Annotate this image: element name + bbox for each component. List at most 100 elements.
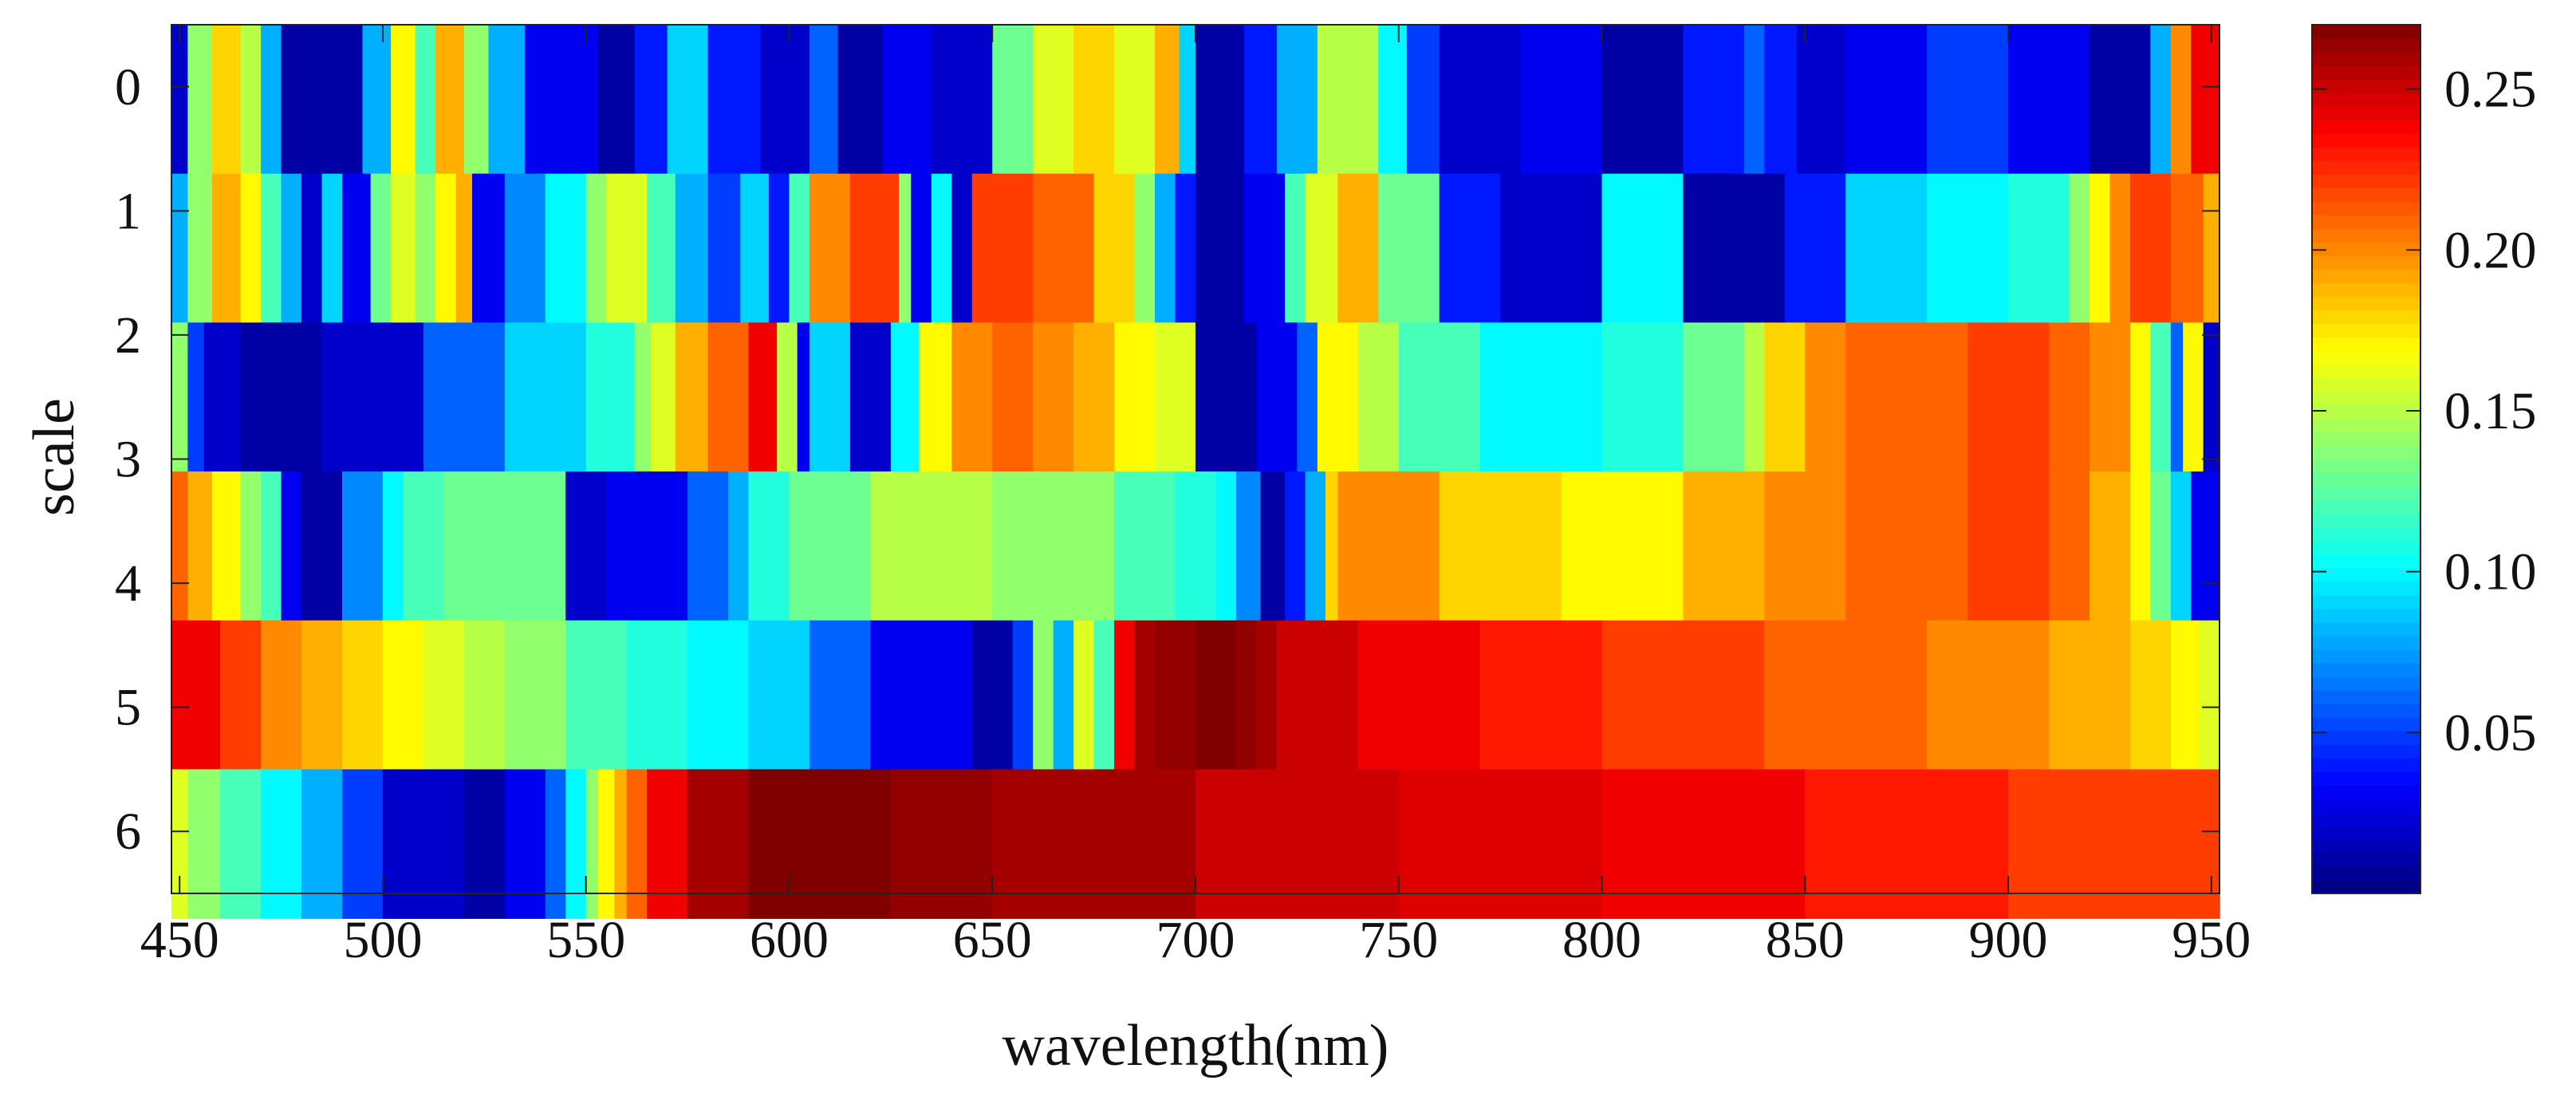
heatmap-cell: [1398, 769, 1603, 919]
heatmap-cell: [261, 173, 282, 324]
heatmap-cell: [342, 471, 384, 621]
heatmap-cell: [1927, 173, 2009, 324]
heatmap-cell: [435, 25, 465, 175]
heatmap-cell: [2203, 322, 2220, 472]
colorbar-tick-label: 0.25: [2444, 61, 2537, 119]
x-tick-label: 800: [1562, 911, 1641, 969]
colorbar-level: [2312, 350, 2420, 365]
heatmap-cell: [1378, 25, 1408, 175]
heatmap-cell: [1805, 322, 1847, 472]
colorbar-level: [2312, 418, 2420, 433]
x-tick-label: 950: [2172, 911, 2251, 969]
heatmap-cell: [261, 471, 282, 621]
heatmap-cell: [1114, 620, 1136, 771]
heatmap-cell: [187, 471, 213, 621]
heatmap-cell: [728, 471, 750, 621]
y-tick-label: 5: [115, 679, 141, 737]
colorbar-level: [2312, 323, 2420, 338]
heatmap-cell: [1155, 25, 1180, 175]
heatmap-cell: [545, 769, 567, 919]
colorbar-level: [2312, 662, 2420, 677]
heatmap-cell: [1967, 322, 2050, 472]
colorbar-level: [2312, 242, 2420, 257]
colorbar-ticks: 0.05 0.10 0.15 0.20 0.25: [2312, 61, 2537, 762]
heatmap-cell: [1317, 322, 1359, 472]
heatmap-cell: [2170, 173, 2204, 324]
heatmap-cell: [2170, 322, 2184, 472]
heatmap-cell: [2170, 620, 2200, 771]
colorbar-level: [2312, 838, 2420, 854]
heatmap-cell: [1134, 620, 1156, 771]
colorbar-level: [2312, 676, 2420, 691]
heatmap-cell: [1764, 25, 1798, 175]
colorbar-level: [2312, 784, 2420, 799]
heatmap-cell: [585, 769, 599, 919]
colorbar-level: [2312, 757, 2420, 772]
heatmap-cell: [281, 471, 302, 621]
heatmap-cell: [1764, 471, 1847, 621]
heatmap-cell: [748, 322, 778, 472]
heatmap-cell: [585, 173, 607, 324]
heatmap-cell: [1845, 25, 1928, 175]
heatmap-cell: [675, 173, 709, 324]
heatmap-cell: [1276, 25, 1318, 175]
heatmap-cell: [171, 322, 189, 472]
colorbar-level: [2312, 703, 2420, 718]
heatmap-cell: [2129, 173, 2172, 324]
heatmap-cell: [1073, 322, 1115, 472]
heatmap-cell: [919, 322, 953, 472]
heatmap-cell: [2199, 620, 2220, 771]
heatmap-cell: [1927, 25, 2009, 175]
heatmap-cell: [675, 322, 709, 472]
heatmap-cell: [1195, 322, 1258, 472]
x-tick-label: 450: [140, 911, 219, 969]
heatmap-cell: [504, 620, 567, 771]
heatmap-cell: [2109, 173, 2131, 324]
colorbar-level: [2312, 472, 2420, 487]
heatmap-cell: [931, 25, 994, 175]
heatmap-cell: [1561, 471, 1684, 621]
heatmap-cell: [748, 620, 810, 771]
heatmap-cell: [809, 322, 851, 472]
heatmap-cell: [1601, 25, 1684, 175]
heatmap-cell: [261, 769, 302, 919]
heatmap-cell: [301, 471, 343, 621]
y-tick-label: 1: [115, 182, 141, 240]
x-axis: 450 500 550 600 650 700 750 800 850 900 950: [140, 25, 2251, 969]
heatmap-cell: [1520, 25, 1603, 175]
heatmap-cell: [240, 471, 262, 621]
colorbar-tick-label: 0.20: [2444, 221, 2537, 279]
colorbar-level: [2312, 486, 2420, 501]
heatmap-cell: [391, 173, 416, 324]
heatmap-cell: [1601, 769, 1806, 919]
heatmap-cell: [1155, 620, 1196, 771]
colorbar-level: [2312, 649, 2420, 664]
colorbar-level: [2312, 337, 2420, 352]
heatmap-cell: [171, 173, 189, 324]
heatmap-cell: [1305, 471, 1326, 621]
heatmap-cell: [707, 322, 750, 472]
heatmap-cell: [2170, 25, 2192, 175]
heatmap-cell: [1276, 620, 1359, 771]
heatmap-cell: [545, 173, 587, 324]
colorbar-level: [2312, 52, 2420, 66]
heatmap-cell: [2129, 620, 2172, 771]
heatmap-cell: [1601, 620, 1766, 771]
heatmap-cell: [971, 620, 1014, 771]
colorbar-level: [2312, 377, 2420, 392]
heatmap-cell: [606, 173, 648, 324]
heatmap-cell: [1967, 471, 2050, 621]
colorbar-level: [2312, 554, 2420, 569]
heatmap-cell: [281, 25, 364, 175]
heatmap-cell: [525, 25, 599, 175]
heatmap-cell: [809, 620, 872, 771]
heatmap-cell: [1256, 620, 1278, 771]
heatmap-cell: [2150, 471, 2172, 621]
colorbar-level: [2312, 459, 2420, 474]
colorbar-level: [2312, 621, 2420, 637]
heatmap-cell: [2008, 769, 2220, 919]
colorbar-level: [2312, 445, 2420, 460]
heatmap-cell: [647, 173, 676, 324]
heatmap-cell: [342, 769, 384, 919]
